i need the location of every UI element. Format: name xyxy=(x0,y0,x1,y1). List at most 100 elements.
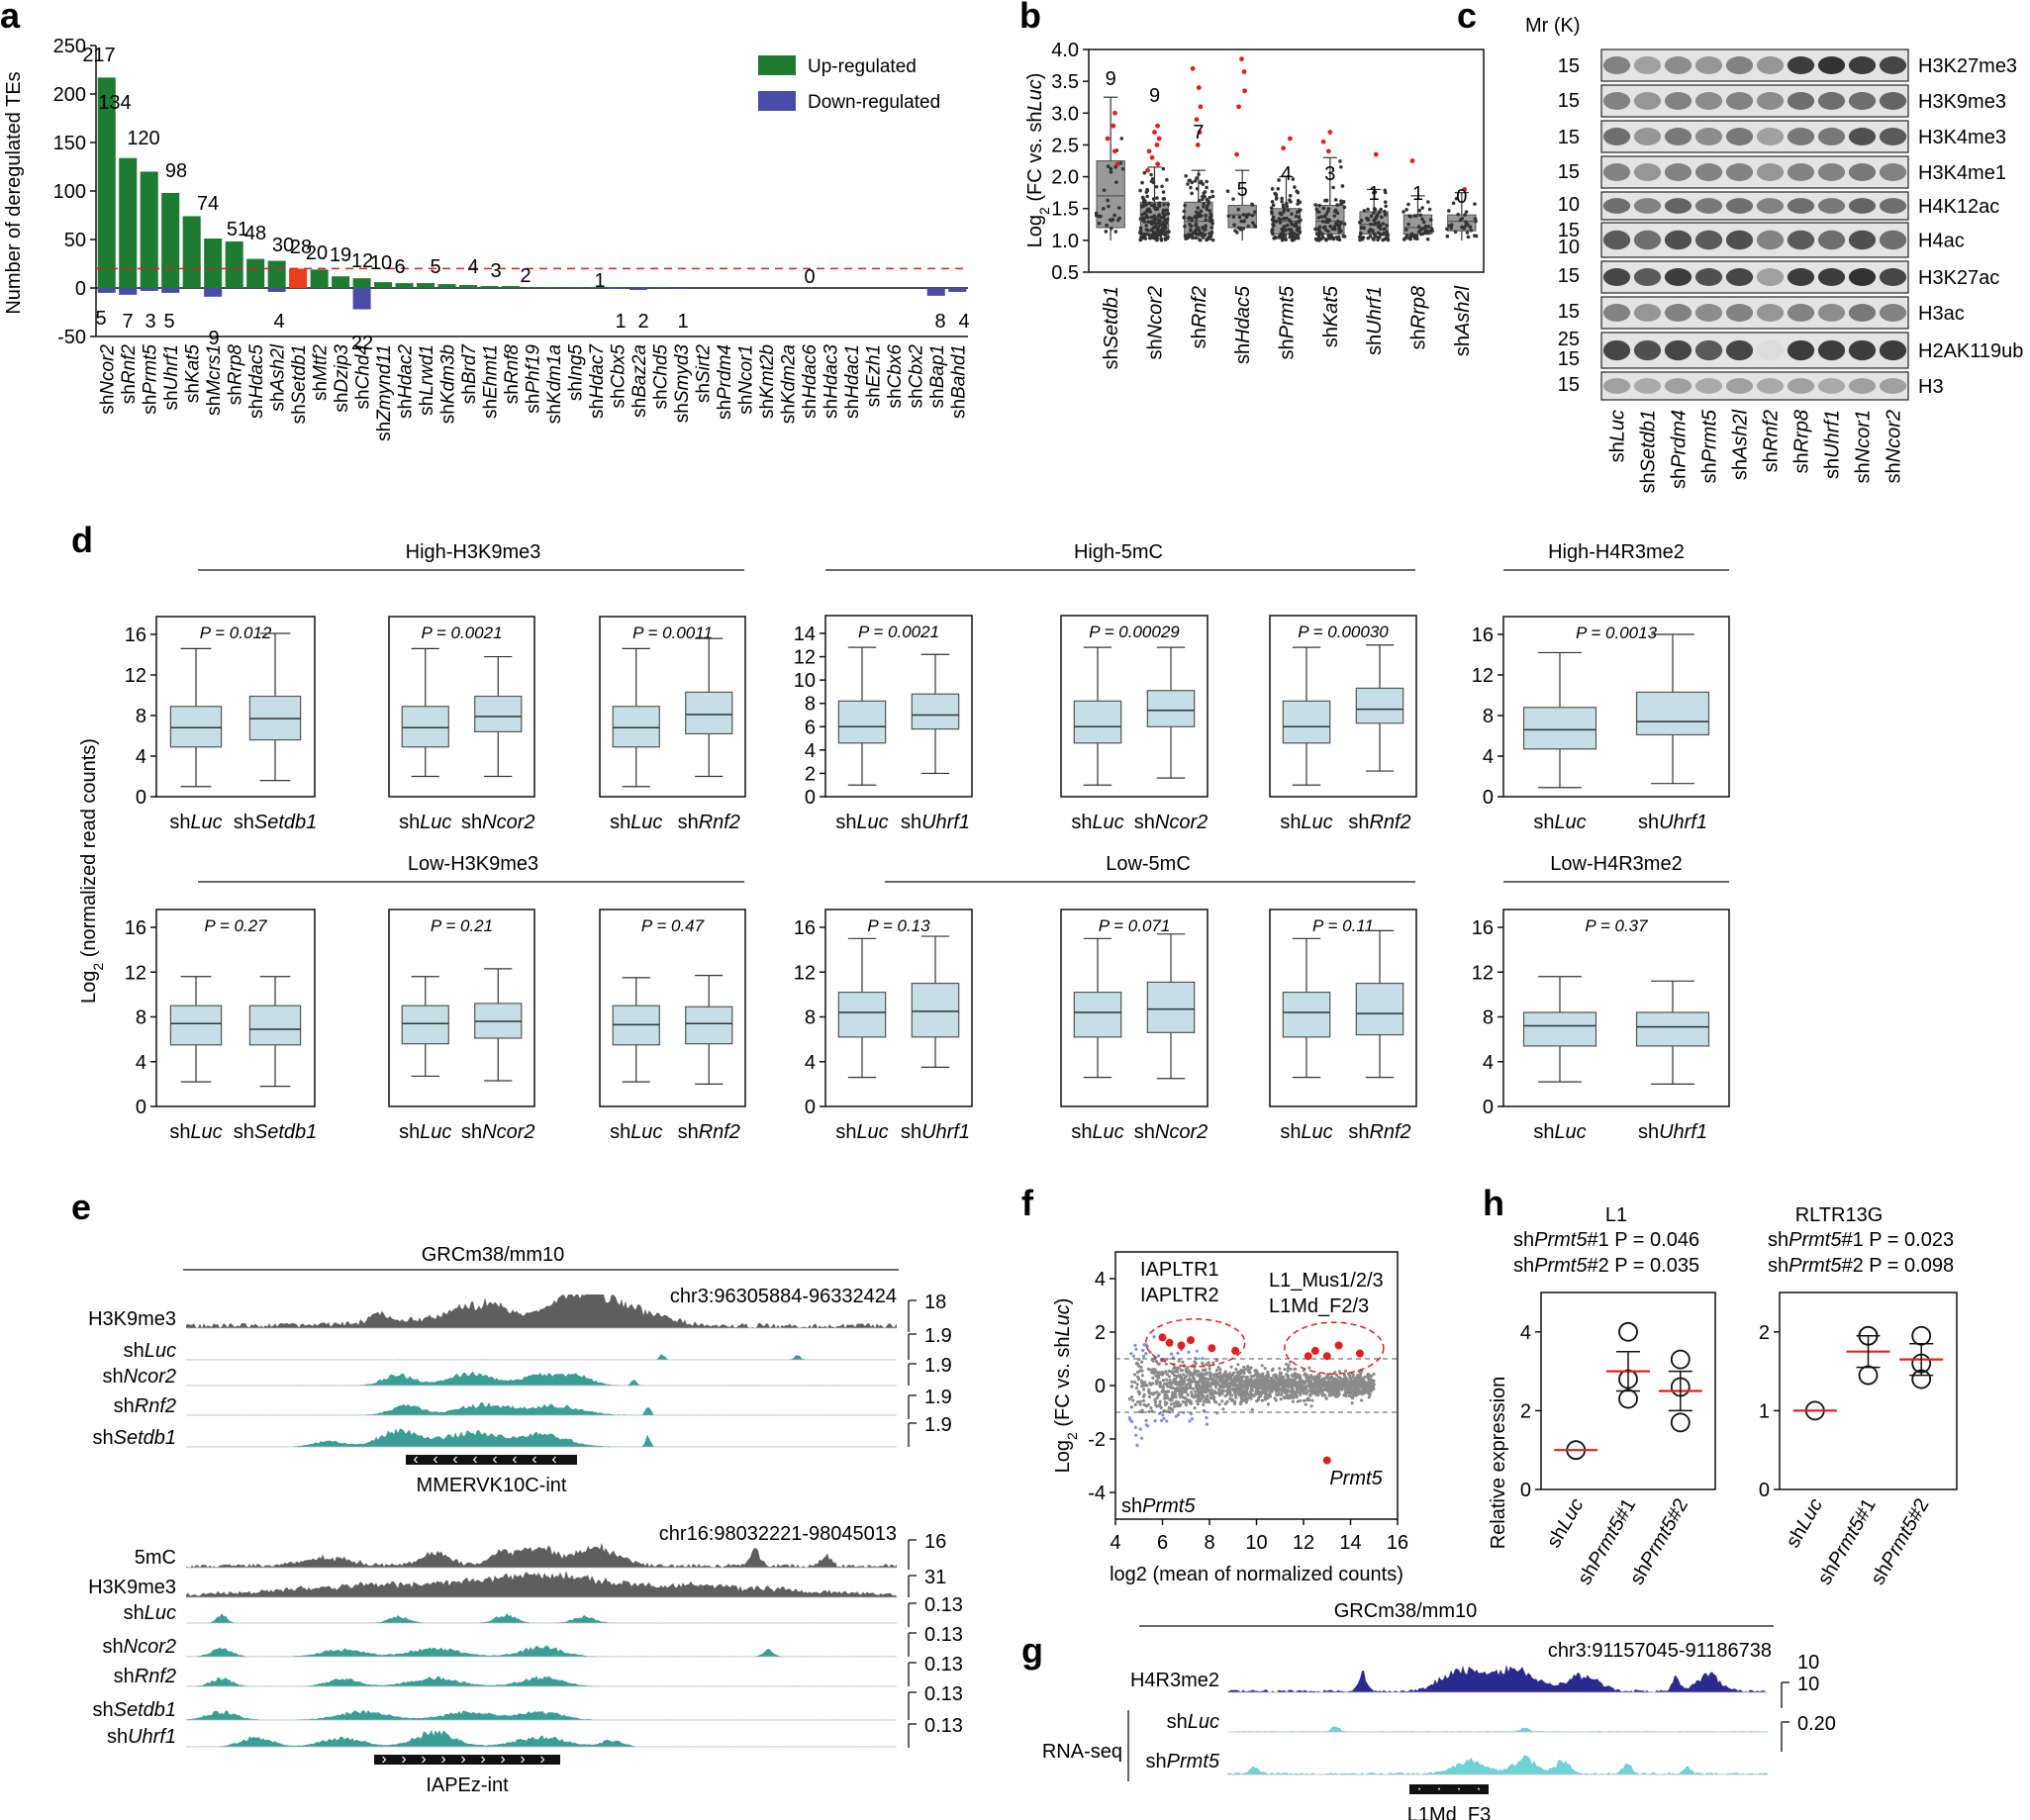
a-up-count-label: 12 xyxy=(351,250,373,272)
b-data-point xyxy=(1465,231,1470,235)
b-data-point xyxy=(1099,214,1103,219)
d-category-label: shNcor2 xyxy=(461,812,534,833)
f-highlight-point xyxy=(1165,1338,1174,1347)
a-category-label: shEzh1 xyxy=(863,344,884,407)
c-antibody-label: H3K27ac xyxy=(1918,267,1999,289)
d-category-label: shLuc xyxy=(1071,1121,1123,1143)
b-data-point xyxy=(1146,220,1150,224)
f-data-point xyxy=(1216,1383,1220,1387)
f-data-point xyxy=(1211,1361,1215,1365)
a-bar-up xyxy=(267,260,286,288)
b-data-point xyxy=(1183,224,1187,229)
c-band xyxy=(1756,230,1785,250)
d-y-tick-label: 12 xyxy=(794,962,816,984)
d-p-value: P = 0.00030 xyxy=(1298,623,1389,641)
f-data-point xyxy=(1363,1375,1367,1379)
b-data-point xyxy=(1162,227,1167,231)
f-data-point xyxy=(1209,1392,1213,1396)
b-data-point xyxy=(1197,199,1202,203)
b-data-point xyxy=(1358,220,1362,225)
b-data-point xyxy=(1335,211,1340,216)
f-data-point xyxy=(1203,1384,1207,1388)
c-band xyxy=(1725,128,1754,145)
a-category-label: shSetdb1 xyxy=(289,344,310,424)
d-category-label: shUhrf1 xyxy=(1638,812,1707,833)
f-data-point xyxy=(1327,1377,1332,1381)
a-category-label: shSmyd3 xyxy=(672,344,693,424)
f-data-point xyxy=(1210,1382,1215,1386)
f-data-point xyxy=(1310,1398,1314,1402)
d-y-tick-label: 4 xyxy=(136,746,146,768)
b-data-point xyxy=(1116,206,1121,210)
b-data-point xyxy=(1200,232,1205,236)
f-data-point xyxy=(1231,1387,1235,1390)
f-data-point xyxy=(1250,1407,1254,1412)
f-data-point xyxy=(1141,1388,1146,1391)
b-outlier-point xyxy=(1234,151,1240,157)
a-y-tick-label: 0 xyxy=(75,278,86,300)
e-track-signal xyxy=(186,1371,897,1386)
c-band xyxy=(1787,230,1815,250)
b-data-point xyxy=(1154,184,1159,189)
a-category-label: shDzip3 xyxy=(332,344,352,413)
f-data-point xyxy=(1208,1374,1212,1378)
d-plot-frame xyxy=(1502,616,1730,798)
b-data-point xyxy=(1360,226,1365,230)
d-p-value: P = 0.21 xyxy=(431,916,493,935)
b-outlier-point xyxy=(1152,130,1157,135)
f-data-point xyxy=(1202,1403,1206,1407)
b-y-tick-label: 0.5 xyxy=(1051,262,1079,284)
a-bar-up xyxy=(417,283,435,288)
a-category-label: shUhrf1 xyxy=(161,344,182,411)
c-band xyxy=(1817,163,1846,181)
f-data-point xyxy=(1200,1396,1204,1400)
b-data-point xyxy=(1152,214,1156,218)
b-data-point xyxy=(1341,200,1346,204)
f-data-point xyxy=(1158,1382,1162,1386)
d-category-label: shUhrf1 xyxy=(1638,1121,1707,1143)
f-data-point xyxy=(1164,1391,1168,1396)
f-data-point xyxy=(1255,1373,1259,1377)
f-data-point xyxy=(1362,1391,1366,1395)
g-element-arrow: · xyxy=(1436,1780,1441,1797)
d-y-tick-label: 16 xyxy=(1472,917,1494,939)
e-r2-element-arrow: › xyxy=(401,1751,406,1768)
a-y-tick-label: 50 xyxy=(64,230,86,251)
b-category-label: shRnf2 xyxy=(1189,286,1210,348)
a-category-label: shKat5 xyxy=(183,344,204,404)
a-category-label: shHdac6 xyxy=(800,344,821,419)
b-data-point xyxy=(1195,233,1200,237)
f-data-point xyxy=(1371,1381,1375,1385)
c-band xyxy=(1725,230,1754,250)
b-data-point xyxy=(1428,218,1433,222)
b-outlier-point xyxy=(1190,65,1196,71)
h-y-tick-label: 2 xyxy=(1759,1322,1770,1344)
f-data-point xyxy=(1315,1385,1319,1389)
d-y-tick-label: 8 xyxy=(805,694,816,716)
b-data-point xyxy=(1333,208,1338,213)
d-plot-frame xyxy=(1060,909,1208,1107)
b-data-point xyxy=(1316,227,1320,232)
b-data-point xyxy=(1160,184,1164,189)
f-highlight-point xyxy=(1322,1352,1331,1361)
f-data-point xyxy=(1368,1380,1372,1384)
f-data-point xyxy=(1187,1350,1191,1354)
b-outlier-point xyxy=(1156,136,1162,142)
a-down-count-label: 2 xyxy=(637,311,648,333)
f-data-point xyxy=(1354,1386,1358,1389)
d-category-label: shLuc xyxy=(399,812,451,833)
a-category-label: shHdac7 xyxy=(587,343,608,419)
f-data-point xyxy=(1223,1380,1227,1384)
f-data-point xyxy=(1346,1389,1350,1392)
f-highlight-point xyxy=(1231,1346,1240,1355)
f-data-point xyxy=(1350,1379,1354,1383)
b-data-point xyxy=(1208,195,1211,200)
d-category-label: shLuc xyxy=(1280,812,1332,833)
f-data-point xyxy=(1233,1391,1237,1395)
f-data-point xyxy=(1280,1392,1284,1396)
b-data-point xyxy=(1149,172,1153,177)
b-data-point xyxy=(1210,194,1215,199)
h-stat-label: shPrmt5#2 P = 0.035 xyxy=(1513,1255,1699,1277)
b-data-point xyxy=(1186,182,1190,186)
d-box xyxy=(474,695,523,733)
